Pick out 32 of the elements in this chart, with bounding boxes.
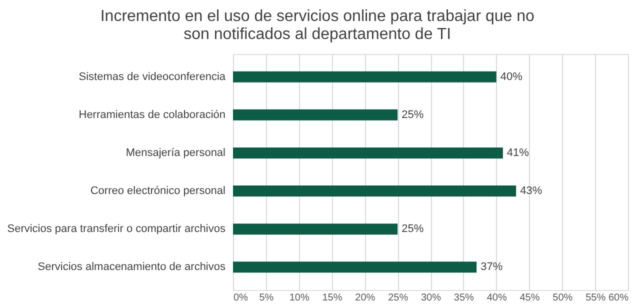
y-tick-label: Servicios almacenamiento de archivos xyxy=(38,261,226,274)
x-tick-label: 15% xyxy=(322,292,342,304)
y-tick-label: Sistemas de videoconferencia xyxy=(78,70,226,83)
x-tick-label: 30% xyxy=(420,292,442,304)
bar xyxy=(233,71,496,82)
x-tick-label: 5% xyxy=(259,292,274,304)
data-label: 43% xyxy=(520,185,542,198)
x-tick-label: 60% xyxy=(608,292,629,304)
y-tick-label: Mensajería personal xyxy=(126,146,226,159)
y-tick-label: Herramientas de colaboración xyxy=(78,108,226,121)
bar xyxy=(233,262,477,273)
y-tick-label: Servicios para transferir o compartir archivos xyxy=(7,223,226,236)
data-label: 25% xyxy=(402,223,424,236)
bar xyxy=(233,224,398,235)
x-tick-label: 40% xyxy=(486,292,507,304)
y-tick-label: Correo electrónico personal xyxy=(90,185,226,198)
data-label: 40% xyxy=(500,70,523,83)
x-tick-label: 55% xyxy=(586,292,606,304)
x-tick-label: 45% xyxy=(520,292,540,304)
x-tick-label: 20% xyxy=(355,292,376,304)
bar xyxy=(233,186,516,197)
x-tick-label: 35% xyxy=(454,292,474,304)
bar xyxy=(233,109,398,120)
x-tick-label: 25% xyxy=(388,292,408,304)
bar xyxy=(233,147,503,158)
x-tick-label: 50% xyxy=(552,292,573,304)
data-label: 41% xyxy=(506,146,530,159)
chart-title: Incremento en el uso de servicios online para trabajar que no son notificados al departamento de TI xyxy=(100,8,534,43)
x-tick-label: 10% xyxy=(289,292,310,304)
x-tick-label: 0% xyxy=(234,292,248,304)
data-label: 25% xyxy=(402,108,424,121)
data-label: 37% xyxy=(480,261,503,274)
